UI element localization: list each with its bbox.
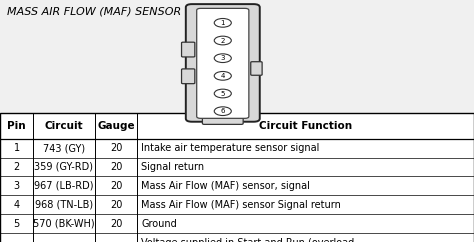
- Text: Intake air temperature sensor signal: Intake air temperature sensor signal: [141, 143, 319, 153]
- FancyBboxPatch shape: [182, 69, 195, 84]
- Text: 20: 20: [110, 200, 122, 210]
- FancyBboxPatch shape: [202, 116, 243, 124]
- Text: 1: 1: [14, 143, 19, 153]
- Text: Voltage supplied in Start and Run (overload: Voltage supplied in Start and Run (overl…: [141, 238, 355, 242]
- Text: 967 (LB-RD): 967 (LB-RD): [34, 181, 94, 191]
- Circle shape: [214, 36, 231, 45]
- Text: 2: 2: [13, 162, 20, 172]
- Text: Circuit Function: Circuit Function: [259, 121, 352, 131]
- Bar: [0, 113, 474, 242]
- Text: 20: 20: [110, 143, 122, 153]
- Text: 359 (GY-RD): 359 (GY-RD): [35, 162, 93, 172]
- Circle shape: [214, 107, 231, 115]
- Text: 4: 4: [14, 200, 19, 210]
- FancyBboxPatch shape: [251, 62, 262, 75]
- Text: 1: 1: [220, 20, 225, 26]
- Text: Circuit: Circuit: [45, 121, 83, 131]
- FancyBboxPatch shape: [197, 8, 249, 118]
- Text: Mass Air Flow (MAF) sensor, signal: Mass Air Flow (MAF) sensor, signal: [141, 181, 310, 191]
- Text: 3: 3: [220, 55, 225, 61]
- Text: 5: 5: [220, 91, 225, 97]
- Circle shape: [214, 71, 231, 80]
- Text: 5: 5: [13, 219, 20, 229]
- Text: 20: 20: [110, 162, 122, 172]
- Text: 20: 20: [110, 181, 122, 191]
- Text: 6: 6: [220, 108, 225, 114]
- Text: 2: 2: [220, 38, 225, 44]
- Text: 4: 4: [220, 73, 225, 79]
- Text: 968 (TN-LB): 968 (TN-LB): [35, 200, 93, 210]
- Circle shape: [214, 89, 231, 98]
- FancyBboxPatch shape: [182, 42, 195, 57]
- Text: Ground: Ground: [141, 219, 177, 229]
- Text: 570 (BK-WH): 570 (BK-WH): [33, 219, 95, 229]
- FancyBboxPatch shape: [186, 4, 260, 122]
- Text: 20: 20: [110, 219, 122, 229]
- Text: 743 (GY): 743 (GY): [43, 143, 85, 153]
- Text: Pin: Pin: [7, 121, 26, 131]
- Circle shape: [214, 54, 231, 62]
- Text: MASS AIR FLOW (MAF) SENSOR: MASS AIR FLOW (MAF) SENSOR: [7, 6, 182, 16]
- Text: Gauge: Gauge: [97, 121, 135, 131]
- Text: 3: 3: [14, 181, 19, 191]
- Text: Mass Air Flow (MAF) sensor Signal return: Mass Air Flow (MAF) sensor Signal return: [141, 200, 341, 210]
- Text: Signal return: Signal return: [141, 162, 204, 172]
- Circle shape: [214, 18, 231, 27]
